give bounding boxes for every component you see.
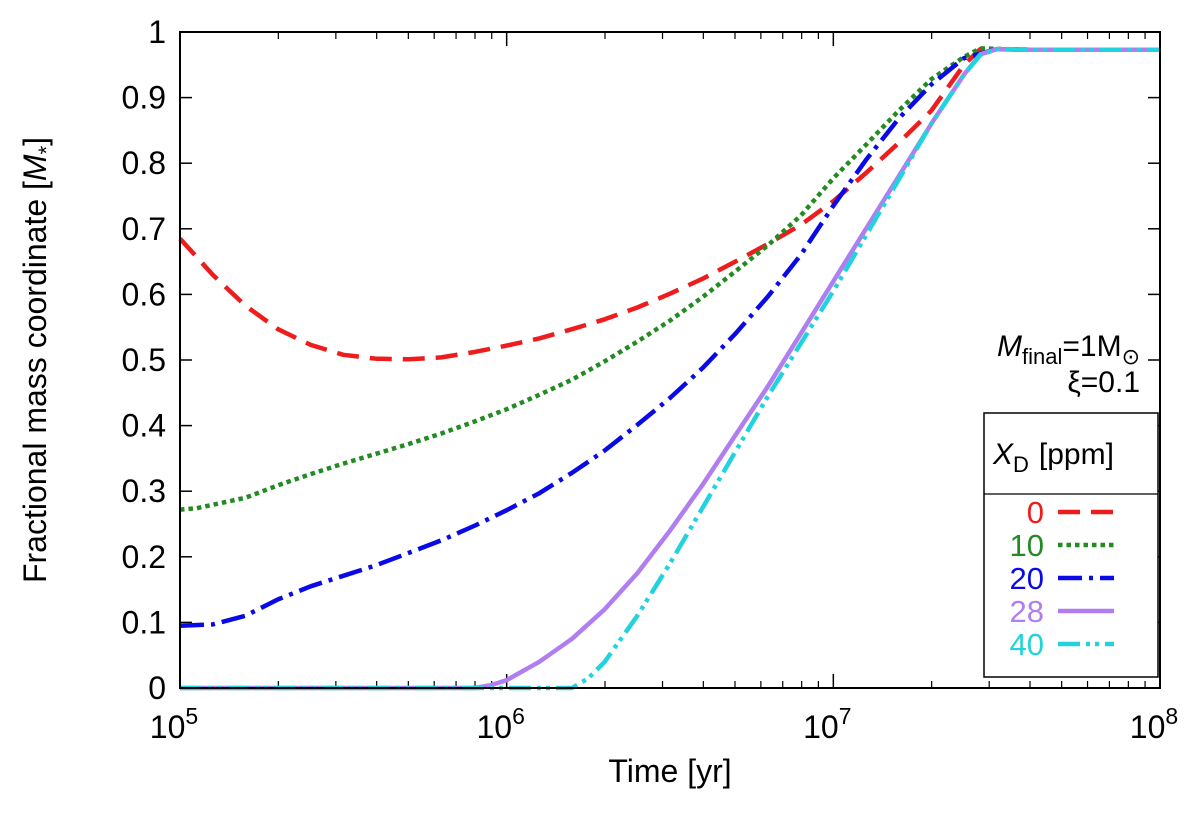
y-tick-label: 0.5 (122, 342, 166, 378)
x-tick-label: 105 (150, 703, 198, 745)
y-tick-label: 0.1 (122, 604, 166, 640)
legend-title: XD [ppm] (992, 438, 1114, 477)
legend-label-0: 0 (1027, 495, 1044, 530)
y-tick-label: 0.3 (122, 473, 166, 509)
plot-frame (179, 31, 1161, 689)
y-tick-label: 0.9 (122, 80, 166, 116)
x-tick-label: 108 (1130, 703, 1178, 745)
xi-annotation: ξ=0.1 (1067, 366, 1140, 399)
legend-label-28: 28 (1010, 594, 1044, 629)
series-line-40 (180, 46, 1160, 691)
y-tick-label: 1 (148, 14, 166, 50)
series-line-0 (178, 46, 1160, 362)
y-tick-label: 0.4 (122, 408, 166, 444)
series-line-10 (179, 46, 1160, 512)
x-axis-title: Time [yr] (608, 753, 731, 789)
x-tick-labels: 105 106 107 108 (150, 703, 1178, 745)
y-tick-label: 0.7 (122, 211, 166, 247)
legend-label-40: 40 (1010, 627, 1044, 662)
x-tick-label: 107 (803, 703, 851, 745)
y-tick-label: 0.6 (122, 276, 166, 312)
y-tick-labels: 0 0.1 0.2 0.3 0.4 0.5 0.6 0.7 0.8 0.9 1 (122, 14, 166, 706)
y-tick-label: 0 (148, 670, 166, 706)
y-axis-title: Fractional mass coordinate [M*] (17, 137, 59, 583)
legend-label-20: 20 (1010, 561, 1044, 596)
data-series (178, 46, 1160, 691)
x-tick-label: 106 (476, 703, 524, 745)
legend-label-10: 10 (1010, 528, 1044, 563)
y-tick-label: 0.8 (122, 145, 166, 181)
y-tick-label: 0.2 (122, 539, 166, 575)
series-line-20 (179, 46, 1160, 628)
mfinal-annotation: Mfinal=1M⊙ (997, 330, 1140, 369)
